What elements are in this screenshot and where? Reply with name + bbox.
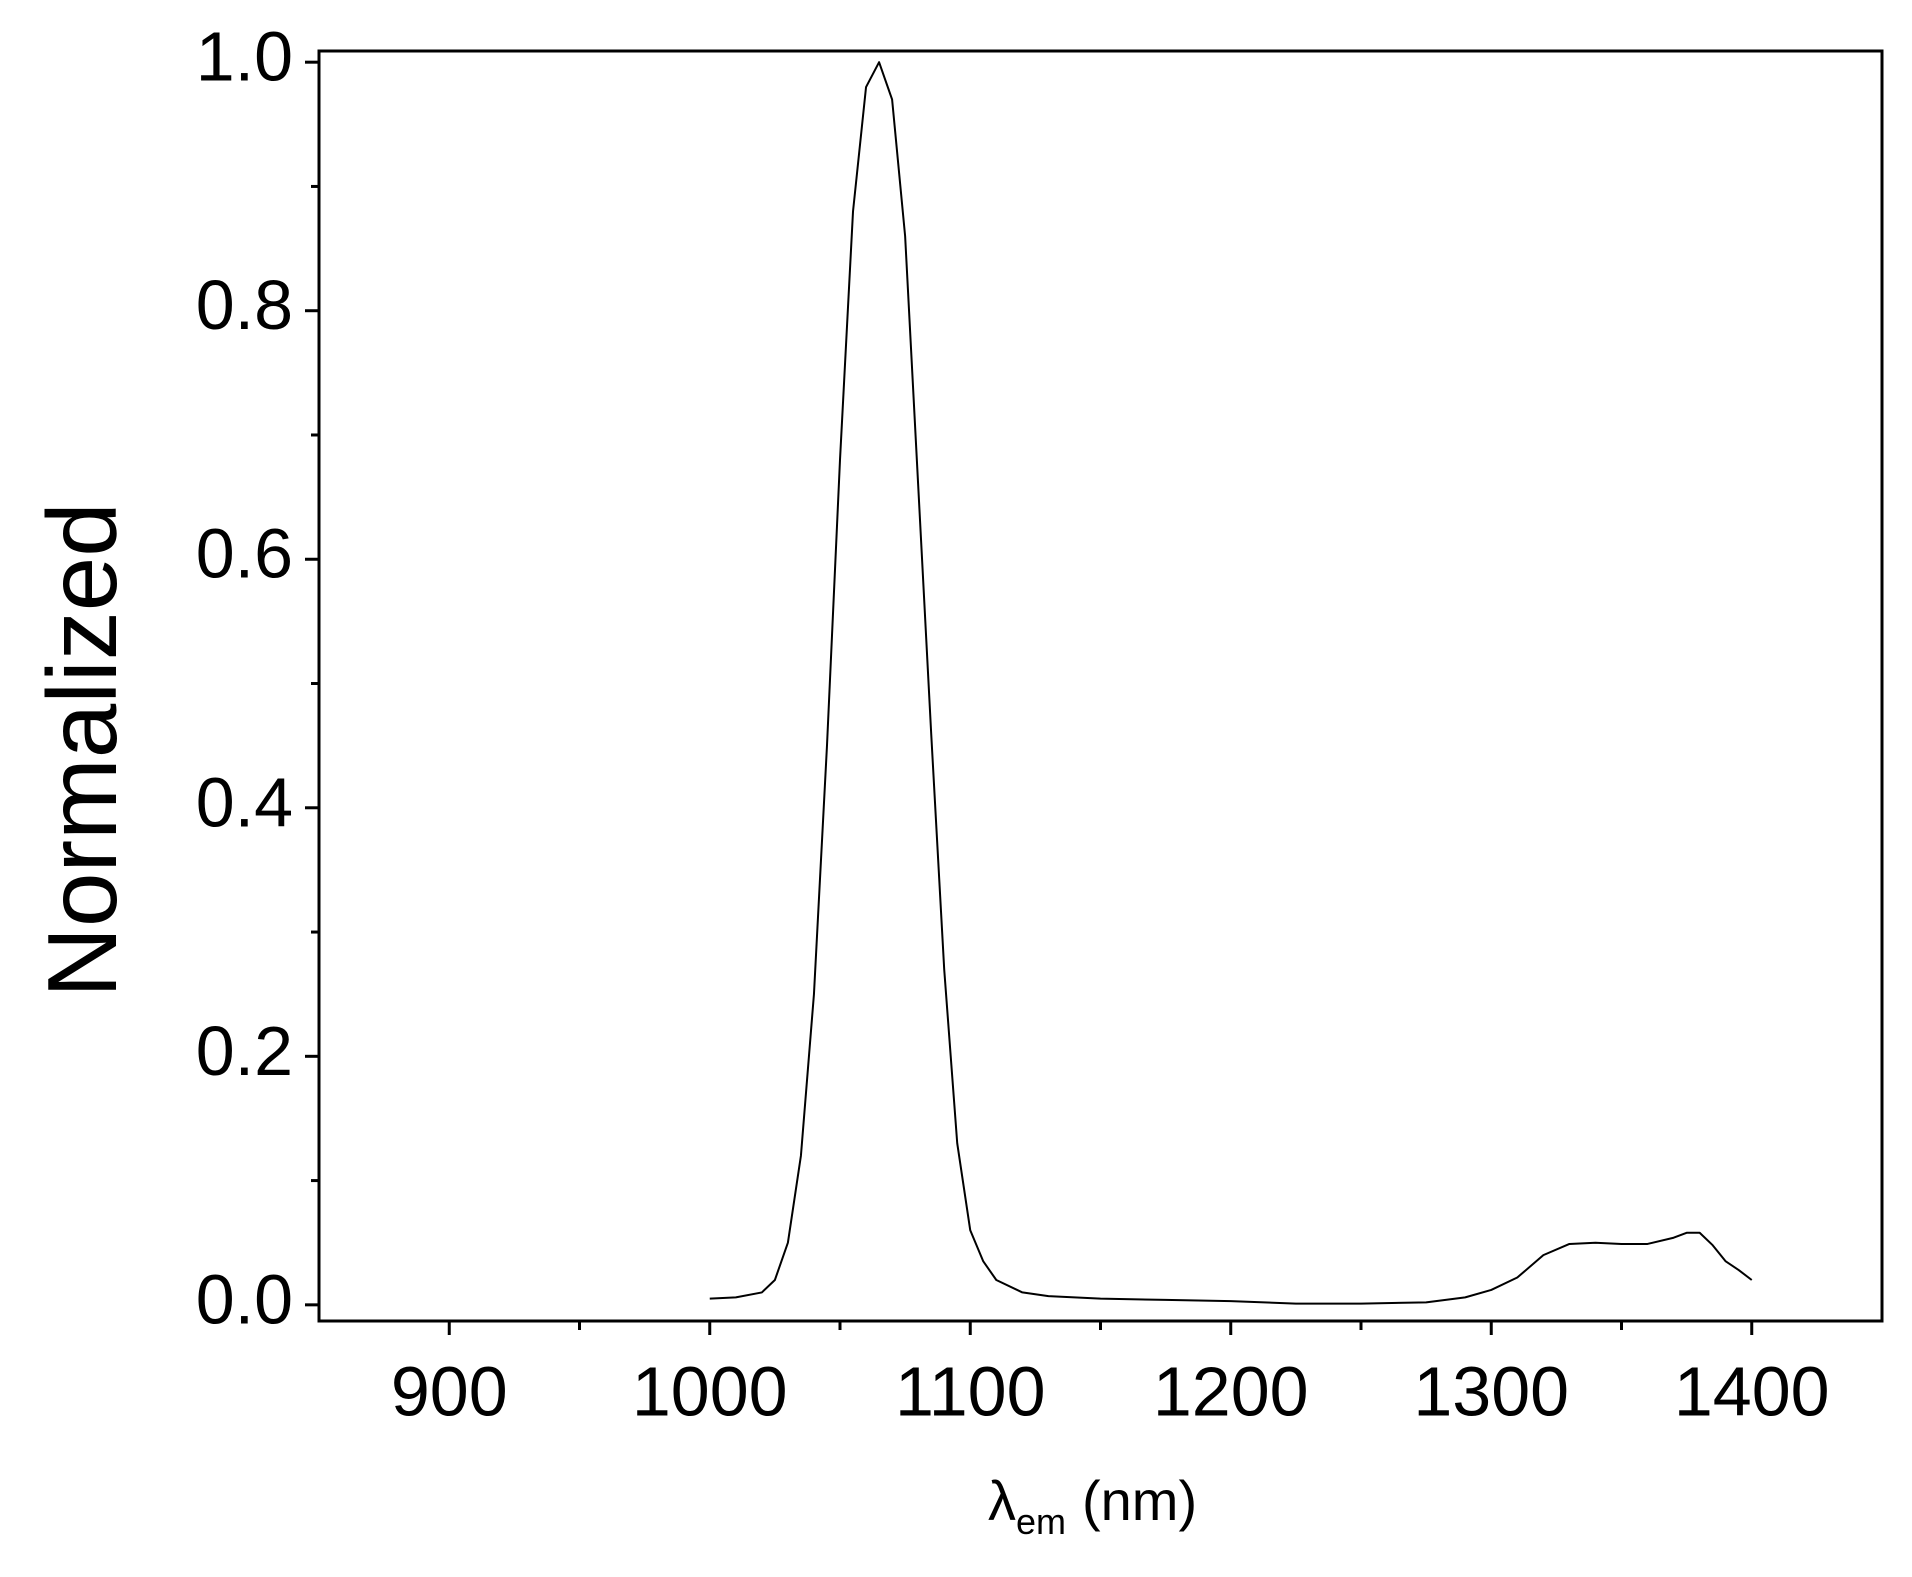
y-tick-label: 0.8 xyxy=(196,266,293,344)
x-tick-label: 1000 xyxy=(632,1352,788,1430)
x-label-symbol: λ xyxy=(988,1469,1016,1532)
x-tick-label: 1100 xyxy=(895,1352,1046,1430)
y-axis-label: Normalized xyxy=(27,502,137,998)
x-tick-label: 1300 xyxy=(1413,1352,1569,1430)
y-tick-label: 0.4 xyxy=(196,763,293,841)
y-tick-label: 0.6 xyxy=(196,515,293,593)
x-label-subscript: em xyxy=(1016,1501,1066,1542)
plot-frame xyxy=(317,49,1884,1323)
x-axis-label: λem (nm) xyxy=(988,1469,1197,1542)
x-tick-label: 900 xyxy=(391,1352,508,1430)
x-tick-label: 1200 xyxy=(1153,1352,1309,1430)
spectrum-line xyxy=(709,61,1753,1305)
x-label-unit: (nm) xyxy=(1082,1469,1197,1532)
y-tick-label: 0.2 xyxy=(196,1012,293,1090)
y-tick-label: 1.0 xyxy=(196,18,293,96)
y-tick-label: 0.0 xyxy=(196,1260,293,1338)
x-tick-label: 1400 xyxy=(1674,1352,1830,1430)
